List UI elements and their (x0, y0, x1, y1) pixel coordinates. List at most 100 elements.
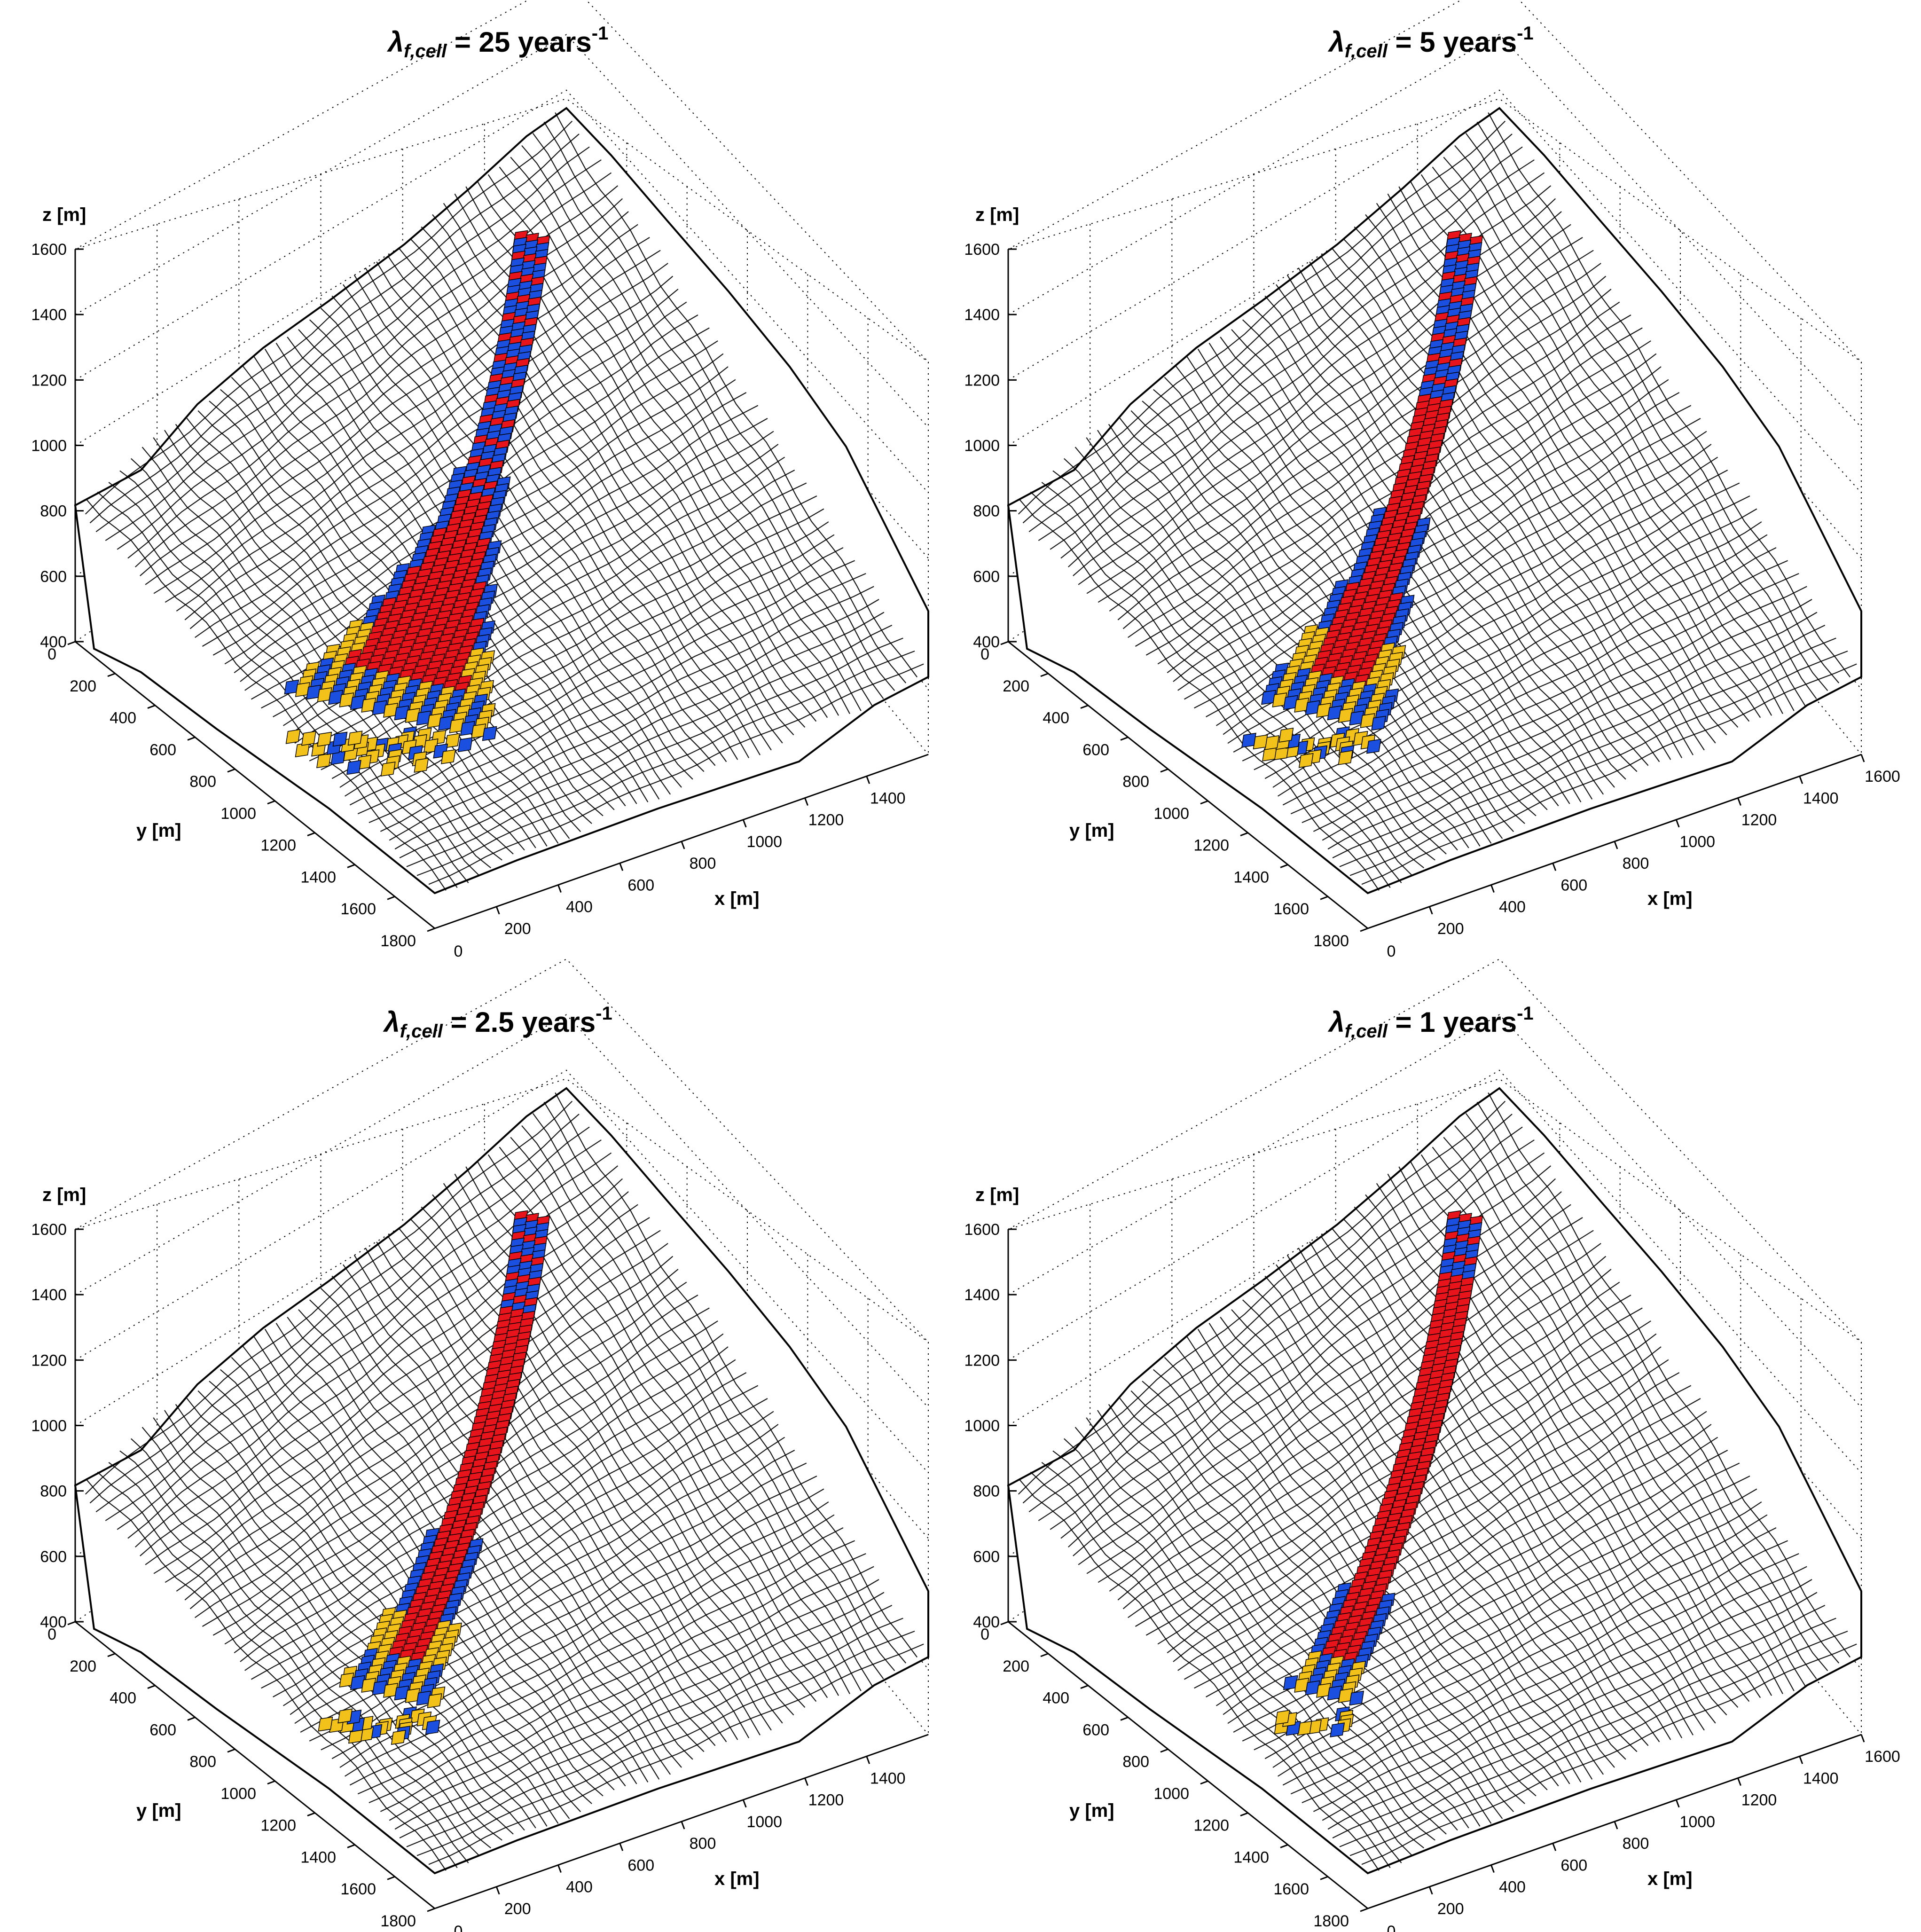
x-tick (1428, 906, 1433, 915)
mesh-line (119, 470, 480, 877)
x-tick (742, 819, 747, 828)
mesh-line (95, 1126, 590, 1513)
x-tick (1614, 841, 1618, 849)
mesh-line (1022, 134, 1513, 524)
mesh-line (343, 1264, 705, 1752)
y-tick (1040, 1653, 1049, 1657)
mesh-line (1320, 1235, 1683, 1738)
terrain-mesh (85, 112, 924, 891)
mesh-line (189, 289, 679, 629)
y-tick-label: 1800 (380, 932, 416, 950)
x-tick-label: 800 (690, 1835, 716, 1853)
mesh-line (1030, 1471, 1391, 1868)
y-tick (1080, 705, 1089, 709)
z-tick-label: 400 (973, 1613, 1000, 1631)
mesh-line (416, 1630, 915, 1856)
mesh-line (86, 499, 447, 891)
deposition-cell (337, 1708, 353, 1724)
mesh-line (428, 1643, 924, 1865)
deposition-cell (317, 731, 332, 747)
x-tick (557, 1864, 562, 1873)
mesh-line (1465, 133, 1828, 691)
y-axis-label: y [m] (1069, 1800, 1114, 1821)
panel-lambda-2-5: λf,cell = 2.5 years-14006008001000120014… (31, 958, 929, 1932)
x-tick (804, 797, 808, 806)
y-tick (1000, 1621, 1009, 1626)
y-tick-label: 1800 (1313, 1912, 1349, 1930)
mesh-line (298, 1309, 660, 1780)
deposition-cell (425, 1720, 440, 1735)
x-tick-label: 400 (566, 1878, 593, 1896)
mesh-line (1194, 405, 1692, 709)
mesh-line (1302, 573, 1799, 824)
mesh-line (309, 1299, 671, 1775)
mesh-line (1454, 1125, 1817, 1680)
mesh-line (1282, 1527, 1777, 1786)
mesh-line (406, 637, 903, 867)
x-tick (619, 1843, 624, 1851)
x-tick-label: 1200 (1741, 1791, 1777, 1809)
y-tick (67, 1621, 76, 1626)
mesh-line (543, 121, 907, 683)
mesh-line (409, 238, 772, 751)
y-tick (1160, 768, 1168, 773)
mesh-line (1098, 250, 1594, 603)
mesh-line (1443, 1137, 1806, 1687)
x-tick (681, 1821, 685, 1830)
mesh-line (1332, 1605, 1826, 1838)
mesh-line (175, 1404, 536, 1829)
x-tick-label: 600 (1560, 876, 1587, 894)
mesh-line (1028, 1126, 1523, 1513)
x-tick (495, 906, 500, 915)
mesh-line (387, 255, 750, 758)
mesh-line (406, 1618, 903, 1847)
mesh-line (1254, 1476, 1750, 1751)
mesh-line (1327, 1592, 1818, 1830)
mesh-line (95, 146, 590, 533)
deposition-cell (1275, 1710, 1290, 1725)
mesh-line (1342, 1218, 1705, 1731)
y-tick-label: 400 (110, 1689, 136, 1707)
mesh-line (1276, 1264, 1638, 1752)
y-tick (307, 832, 315, 837)
mesh-line (89, 1114, 580, 1504)
y-tick (307, 1812, 315, 1817)
mesh-line (432, 1194, 794, 1716)
x-tick (1675, 1799, 1680, 1808)
y-axis-label: y [m] (1069, 820, 1114, 841)
mesh-line (521, 145, 884, 699)
mesh-line (1063, 458, 1425, 869)
mesh-line (1298, 1248, 1660, 1743)
mesh-line (1153, 1369, 1514, 1812)
mesh-line (1194, 1385, 1692, 1689)
deposition-cell (1241, 732, 1256, 748)
y-tick-label: 1600 (1273, 900, 1309, 918)
x-tick-label: 400 (1499, 1878, 1526, 1896)
deposition-cell (380, 762, 396, 777)
y-axis (75, 641, 435, 929)
x-tick-label: 400 (1499, 898, 1526, 916)
grid-line (75, 34, 929, 428)
deposition-cell (347, 730, 363, 746)
y-tick (1240, 1812, 1248, 1817)
y-tick (1160, 1748, 1168, 1753)
mesh-line (521, 1125, 884, 1680)
deposition-cell (1298, 753, 1314, 768)
mesh-line (1327, 612, 1818, 850)
z-tick-label: 1000 (964, 437, 1000, 455)
y-tick (107, 1653, 116, 1657)
mesh-line (1286, 275, 1649, 766)
mesh-line (1432, 166, 1795, 711)
mesh-line (1052, 1450, 1413, 1857)
y-tick (1280, 1844, 1288, 1848)
z-tick-label: 1600 (31, 1221, 67, 1239)
z-tick-label: 1000 (964, 1417, 1000, 1435)
x-tick-label: 1200 (808, 811, 844, 829)
x-origin-label: 0 (454, 1923, 463, 1932)
grid-line (75, 958, 929, 1343)
mesh-line (499, 1147, 862, 1691)
mesh-line (389, 599, 879, 841)
mesh-line (1349, 1630, 1848, 1856)
mesh-line (428, 663, 924, 885)
mesh-line (1465, 1113, 1828, 1671)
